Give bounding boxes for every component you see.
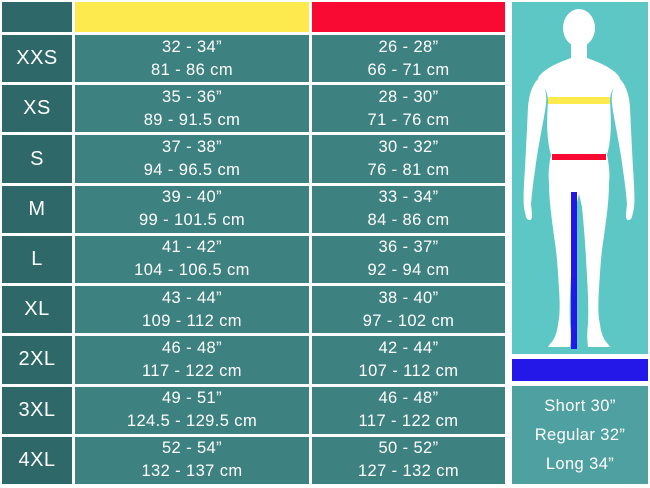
chest-cm-value: 124.5 - 129.5 cm xyxy=(126,412,258,431)
chest-inches-value: 52 - 54” xyxy=(161,439,223,458)
size-label-cell: XXS xyxy=(2,35,72,83)
chest-line-icon xyxy=(548,97,610,104)
waist-line-icon xyxy=(552,154,606,160)
figure-head xyxy=(563,9,595,47)
chest-cm-value: 132 - 137 cm xyxy=(141,462,243,481)
waist-cm-value: 84 - 86 cm xyxy=(367,211,450,230)
waist-cm-value: 127 - 132 cm xyxy=(357,462,460,481)
waist-measurement-cell: 50 - 52” 127 - 132 cm xyxy=(312,436,505,484)
waist-inches-value: 46 - 48” xyxy=(378,389,439,408)
chest-cm-value: 89 - 91.5 cm xyxy=(143,110,241,129)
body-figure-panel xyxy=(512,2,648,354)
chest-inches-value: 49 - 51” xyxy=(161,389,223,408)
waist-cm-value: 97 - 102 cm xyxy=(362,311,455,330)
chest-inches-value: 35 - 36” xyxy=(161,87,223,106)
waist-measurement-cell: 42 - 44” 107 - 112 cm xyxy=(312,336,505,384)
chest-measurement-cell: 49 - 51” 124.5 - 129.5 cm xyxy=(75,386,309,434)
chest-inches-value: 32 - 34” xyxy=(161,37,223,56)
chest-measurement-cell: 43 - 44” 109 - 112 cm xyxy=(75,286,309,334)
chest-measurement-cell: 52 - 54” 132 - 137 cm xyxy=(75,436,309,484)
waist-measurement-cell: 33 - 34” 84 - 86 cm xyxy=(312,185,505,233)
chest-inches-value: 37 - 38” xyxy=(161,138,223,157)
chest-cm-value: 117 - 122 cm xyxy=(142,361,242,380)
waist-cm-value: 66 - 71 cm xyxy=(367,60,450,79)
size-label-cell: L xyxy=(2,235,72,284)
waist-measurement-cell: 26 - 28” 66 - 71 cm xyxy=(312,35,505,83)
waist-cm-value: 117 - 122 cm xyxy=(358,412,459,431)
waist-inches-value: 36 - 37” xyxy=(378,238,439,257)
size-label-cell: XL xyxy=(2,286,72,334)
figure-torso-leg xyxy=(538,56,579,347)
inseam-legend-bar xyxy=(512,359,648,381)
waist-measurement-cell: 46 - 48” 117 - 122 cm xyxy=(312,386,505,434)
inseam-length-short: Short 30” xyxy=(544,396,616,415)
chest-measurement-cell: 32 - 34” 81 - 86 cm xyxy=(75,35,309,83)
size-label-cell: 4XL xyxy=(2,436,72,484)
chest-measurement-cell: 46 - 48” 117 - 122 cm xyxy=(75,336,309,384)
waist-cm-value: 107 - 112 cm xyxy=(358,361,459,380)
waist-inches-value: 42 - 44” xyxy=(378,338,439,357)
figure-neck xyxy=(571,38,587,60)
waist-measurement-cell: 30 - 32” 76 - 81 cm xyxy=(312,135,505,183)
size-chart-table: XXS 32 - 34” 81 - 86 cm 26 - 28” 66 - 71… xyxy=(2,2,505,484)
inseam-length-long: Long 34” xyxy=(545,454,615,473)
size-label-cell: 3XL xyxy=(2,386,72,434)
chest-cm-value: 94 - 96.5 cm xyxy=(143,161,241,180)
figure-arm xyxy=(523,77,547,221)
chest-measurement-cell: 39 - 40” 99 - 101.5 cm xyxy=(75,185,309,233)
body-silhouette-icon xyxy=(523,9,635,349)
chest-inches-value: 41 - 42” xyxy=(161,238,223,257)
waist-inches-value: 33 - 34” xyxy=(378,188,439,207)
size-label-cell: 2XL xyxy=(2,336,72,384)
table-corner-cell xyxy=(2,2,72,32)
chest-column-header-swatch xyxy=(75,2,309,32)
inseam-line-icon xyxy=(571,192,577,349)
chest-measurement-cell: 35 - 36” 89 - 91.5 cm xyxy=(75,85,309,133)
chest-inches-value: 46 - 48” xyxy=(161,338,223,357)
waist-measurement-cell: 36 - 37” 92 - 94 cm xyxy=(312,235,505,284)
waist-measurement-cell: 28 - 30” 71 - 76 cm xyxy=(312,85,505,133)
waist-inches-value: 26 - 28” xyxy=(378,37,439,56)
chest-cm-value: 99 - 101.5 cm xyxy=(138,211,246,230)
chest-cm-value: 104 - 106.5 cm xyxy=(134,261,250,280)
size-label-cell: M xyxy=(2,185,72,233)
chest-inches-value: 43 - 44” xyxy=(161,288,223,307)
waist-column-header-swatch xyxy=(312,2,505,32)
waist-measurement-cell: 38 - 40” 97 - 102 cm xyxy=(312,286,505,334)
waist-inches-value: 50 - 52” xyxy=(378,439,439,458)
waist-inches-value: 28 - 30” xyxy=(378,87,439,106)
chest-cm-value: 81 - 86 cm xyxy=(151,60,233,79)
chest-measurement-cell: 37 - 38” 94 - 96.5 cm xyxy=(75,135,309,183)
chest-cm-value: 109 - 112 cm xyxy=(142,311,242,330)
waist-inches-value: 38 - 40” xyxy=(378,288,439,307)
size-label-cell: S xyxy=(2,135,72,183)
inseam-length-box: Short 30” Regular 32” Long 34” xyxy=(512,386,648,484)
size-label-cell: XS xyxy=(2,85,72,133)
waist-cm-value: 92 - 94 cm xyxy=(367,261,450,280)
waist-cm-value: 71 - 76 cm xyxy=(367,110,450,129)
waist-inches-value: 30 - 32” xyxy=(378,138,439,157)
chest-inches-value: 39 - 40” xyxy=(161,188,223,207)
inseam-length-regular: Regular 32” xyxy=(534,425,626,444)
waist-cm-value: 76 - 81 cm xyxy=(367,161,450,180)
chest-measurement-cell: 41 - 42” 104 - 106.5 cm xyxy=(75,235,309,284)
